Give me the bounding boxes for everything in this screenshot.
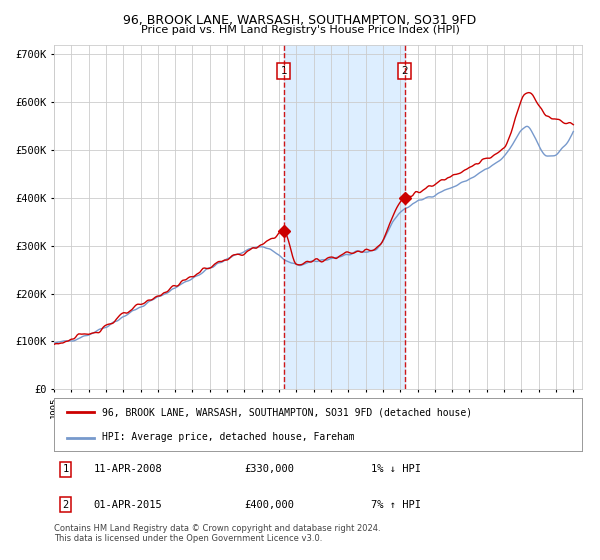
Text: HPI: Average price, detached house, Fareham: HPI: Average price, detached house, Fare… <box>101 432 354 442</box>
Text: £330,000: £330,000 <box>244 464 294 474</box>
Text: 11-APR-2008: 11-APR-2008 <box>94 464 163 474</box>
Text: 96, BROOK LANE, WARSASH, SOUTHAMPTON, SO31 9FD (detached house): 96, BROOK LANE, WARSASH, SOUTHAMPTON, SO… <box>101 408 472 418</box>
Text: 7% ↑ HPI: 7% ↑ HPI <box>371 500 421 510</box>
Text: 01-APR-2015: 01-APR-2015 <box>94 500 163 510</box>
Bar <box>284 45 404 389</box>
Text: 1% ↓ HPI: 1% ↓ HPI <box>371 464 421 474</box>
Text: 2: 2 <box>62 500 69 510</box>
Text: Price paid vs. HM Land Registry's House Price Index (HPI): Price paid vs. HM Land Registry's House … <box>140 25 460 35</box>
Text: 2: 2 <box>401 66 408 76</box>
Text: 1: 1 <box>62 464 69 474</box>
Text: 1: 1 <box>281 66 287 76</box>
Text: Contains HM Land Registry data © Crown copyright and database right 2024.
This d: Contains HM Land Registry data © Crown c… <box>54 524 380 543</box>
Text: £400,000: £400,000 <box>244 500 294 510</box>
Text: 96, BROOK LANE, WARSASH, SOUTHAMPTON, SO31 9FD: 96, BROOK LANE, WARSASH, SOUTHAMPTON, SO… <box>124 14 476 27</box>
